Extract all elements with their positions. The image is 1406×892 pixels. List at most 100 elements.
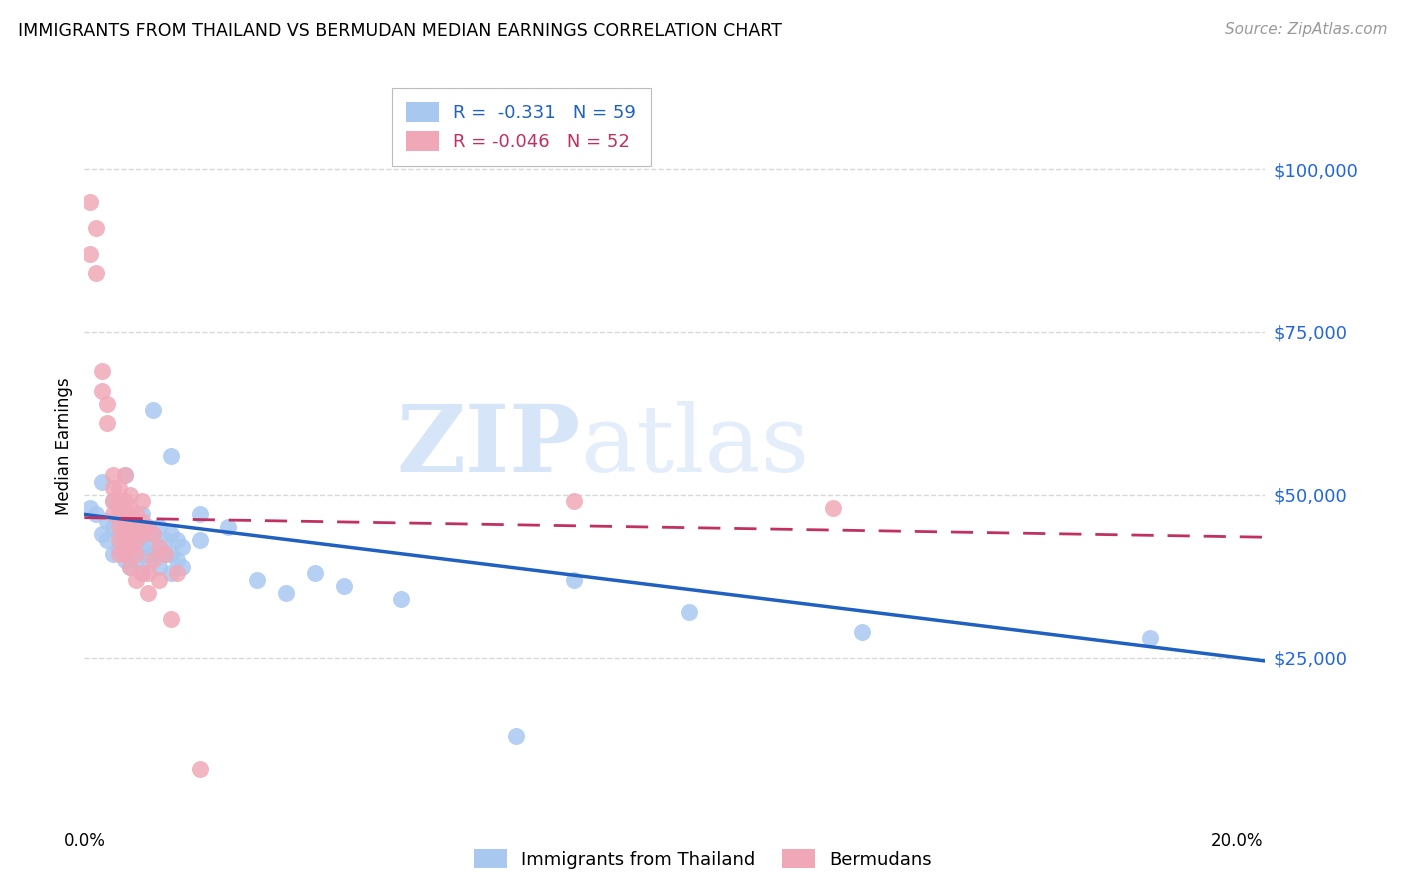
Point xyxy=(136,520,159,534)
Point xyxy=(142,553,165,567)
Point xyxy=(131,494,153,508)
Point xyxy=(120,514,142,528)
Point xyxy=(125,573,148,587)
Point xyxy=(120,540,142,554)
Point xyxy=(304,566,326,580)
Point xyxy=(125,533,148,548)
Point xyxy=(131,527,153,541)
Point xyxy=(108,508,131,522)
Point xyxy=(148,520,170,534)
Point xyxy=(114,468,136,483)
Point xyxy=(188,762,211,776)
Point xyxy=(153,533,176,548)
Point xyxy=(84,220,107,235)
Point xyxy=(505,729,527,743)
Point xyxy=(114,508,136,522)
Point xyxy=(96,514,118,528)
Point xyxy=(332,579,354,593)
Point xyxy=(114,468,136,483)
Legend: R =  -0.331   N = 59, R = -0.046   N = 52: R = -0.331 N = 59, R = -0.046 N = 52 xyxy=(392,88,651,166)
Point xyxy=(148,573,170,587)
Point xyxy=(188,508,211,522)
Point xyxy=(90,384,112,398)
Point xyxy=(120,527,142,541)
Point xyxy=(153,547,176,561)
Point xyxy=(108,494,131,508)
Point xyxy=(96,397,118,411)
Point xyxy=(120,488,142,502)
Point xyxy=(166,566,188,580)
Point xyxy=(125,520,148,534)
Point xyxy=(101,520,124,534)
Point xyxy=(108,481,131,495)
Point xyxy=(114,533,136,548)
Point xyxy=(159,449,181,463)
Point xyxy=(159,547,181,561)
Point xyxy=(125,553,148,567)
Point xyxy=(851,624,873,639)
Legend: Immigrants from Thailand, Bermudans: Immigrants from Thailand, Bermudans xyxy=(467,841,939,876)
Point xyxy=(136,553,159,567)
Point xyxy=(101,468,124,483)
Point xyxy=(114,547,136,561)
Point xyxy=(172,559,194,574)
Point xyxy=(120,514,142,528)
Point xyxy=(125,547,148,561)
Point xyxy=(136,566,159,580)
Point xyxy=(562,573,585,587)
Point xyxy=(142,547,165,561)
Point xyxy=(678,605,700,619)
Point xyxy=(148,540,170,554)
Point xyxy=(823,500,845,515)
Point xyxy=(246,573,269,587)
Point xyxy=(217,520,239,534)
Point xyxy=(131,514,153,528)
Point xyxy=(136,585,159,599)
Point xyxy=(108,547,131,561)
Point xyxy=(120,559,142,574)
Point xyxy=(159,566,181,580)
Point xyxy=(120,540,142,554)
Point xyxy=(131,540,153,554)
Point xyxy=(90,364,112,378)
Point xyxy=(114,553,136,567)
Point xyxy=(79,247,101,261)
Point xyxy=(131,566,153,580)
Point xyxy=(96,416,118,430)
Point xyxy=(142,527,165,541)
Point xyxy=(1139,631,1161,645)
Point xyxy=(125,508,148,522)
Point xyxy=(101,494,124,508)
Point xyxy=(125,520,148,534)
Point xyxy=(125,533,148,548)
Point xyxy=(108,527,131,541)
Point xyxy=(131,508,153,522)
Text: IMMIGRANTS FROM THAILAND VS BERMUDAN MEDIAN EARNINGS CORRELATION CHART: IMMIGRANTS FROM THAILAND VS BERMUDAN MED… xyxy=(18,22,782,40)
Point xyxy=(120,500,142,515)
Point xyxy=(131,527,153,541)
Point xyxy=(108,520,131,534)
Point xyxy=(148,540,170,554)
Point xyxy=(101,481,124,495)
Y-axis label: Median Earnings: Median Earnings xyxy=(55,377,73,515)
Point xyxy=(108,540,131,554)
Point xyxy=(108,533,131,548)
Point xyxy=(148,559,170,574)
Text: ZIP: ZIP xyxy=(396,401,581,491)
Point xyxy=(188,533,211,548)
Point xyxy=(114,520,136,534)
Point xyxy=(96,533,118,548)
Point xyxy=(84,508,107,522)
Point xyxy=(114,494,136,508)
Point xyxy=(84,266,107,280)
Point xyxy=(114,520,136,534)
Point xyxy=(172,540,194,554)
Point xyxy=(159,527,181,541)
Point xyxy=(142,527,165,541)
Point xyxy=(389,592,412,607)
Point xyxy=(136,540,159,554)
Point xyxy=(114,508,136,522)
Point xyxy=(90,475,112,489)
Point xyxy=(166,533,188,548)
Point xyxy=(274,585,297,599)
